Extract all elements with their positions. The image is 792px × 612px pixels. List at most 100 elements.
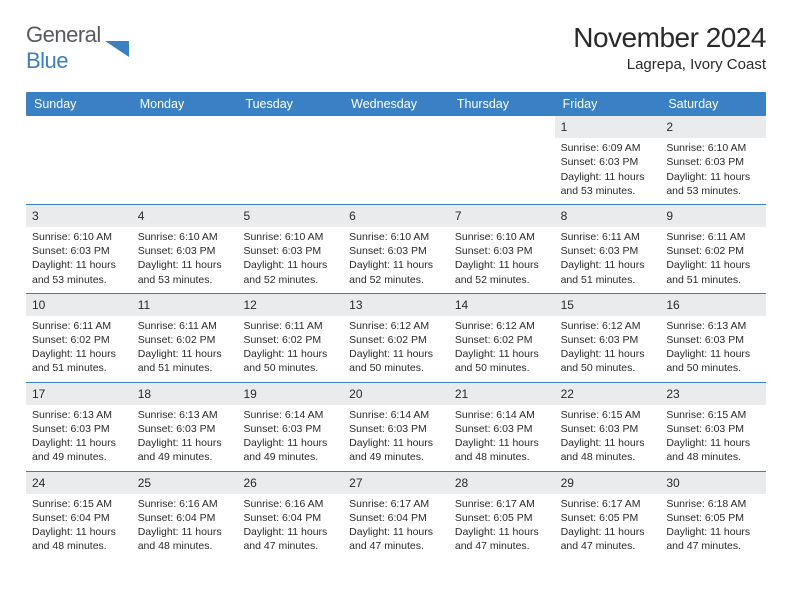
daylight-text: Daylight: 11 hours and 48 minutes. [561, 436, 655, 464]
day-number: 4 [132, 205, 238, 227]
sunrise-text: Sunrise: 6:15 AM [561, 408, 655, 422]
sunset-text: Sunset: 6:03 PM [666, 333, 760, 347]
sunset-text: Sunset: 6:02 PM [138, 333, 232, 347]
week-row: 17Sunrise: 6:13 AMSunset: 6:03 PMDayligh… [26, 383, 766, 472]
day-number: 26 [237, 472, 343, 494]
daylight-text: Daylight: 11 hours and 51 minutes. [32, 347, 126, 375]
sunrise-text: Sunrise: 6:17 AM [561, 497, 655, 511]
daylight-text: Daylight: 11 hours and 48 minutes. [32, 525, 126, 553]
day-number: 25 [132, 472, 238, 494]
sunset-text: Sunset: 6:03 PM [561, 244, 655, 258]
day-details: Sunrise: 6:16 AMSunset: 6:04 PMDaylight:… [243, 497, 337, 554]
day-number: 30 [660, 472, 766, 494]
daylight-text: Daylight: 11 hours and 53 minutes. [666, 170, 760, 198]
sunset-text: Sunset: 6:02 PM [32, 333, 126, 347]
daylight-text: Daylight: 11 hours and 50 minutes. [666, 347, 760, 375]
daylight-text: Daylight: 11 hours and 51 minutes. [561, 258, 655, 286]
day-cell [449, 116, 555, 204]
sunrise-text: Sunrise: 6:16 AM [243, 497, 337, 511]
location: Lagrepa, Ivory Coast [573, 56, 766, 73]
day-details: Sunrise: 6:12 AMSunset: 6:02 PMDaylight:… [349, 319, 443, 376]
sunset-text: Sunset: 6:03 PM [243, 422, 337, 436]
day-cell: 7 Sunrise: 6:10 AMSunset: 6:03 PMDaylight… [449, 205, 555, 293]
sunset-text: Sunset: 6:03 PM [138, 244, 232, 258]
day-details: Sunrise: 6:11 AMSunset: 6:02 PMDaylight:… [138, 319, 232, 376]
day-details: Sunrise: 6:10 AMSunset: 6:03 PMDaylight:… [32, 230, 126, 287]
day-details: Sunrise: 6:11 AMSunset: 6:02 PMDaylight:… [666, 230, 760, 287]
day-cell: 8Sunrise: 6:11 AMSunset: 6:03 PMDaylight… [555, 205, 661, 293]
day-details: Sunrise: 6:12 AMSunset: 6:03 PMDaylight:… [561, 319, 655, 376]
day-details: Sunrise: 6:18 AMSunset: 6:05 PMDaylight:… [666, 497, 760, 554]
daylight-text: Daylight: 11 hours and 50 minutes. [455, 347, 549, 375]
sunrise-text: Sunrise: 6:14 AM [455, 408, 549, 422]
day-number: 18 [132, 383, 238, 405]
day-number: 15 [555, 294, 661, 316]
sunset-text: Sunset: 6:03 PM [138, 422, 232, 436]
day-details: Sunrise: 6:11 AMSunset: 6:03 PMDaylight:… [561, 230, 655, 287]
title-block: November 2024 Lagrepa, Ivory Coast [573, 22, 766, 73]
day-details: Sunrise: 6:14 AMSunset: 6:03 PMDaylight:… [349, 408, 443, 465]
day-details: Sunrise: 6:12 AMSunset: 6:02 PMDaylight:… [455, 319, 549, 376]
daylight-text: Daylight: 11 hours and 52 minutes. [455, 258, 549, 286]
day-details: Sunrise: 6:17 AMSunset: 6:04 PMDaylight:… [349, 497, 443, 554]
sunrise-text: Sunrise: 6:18 AM [666, 497, 760, 511]
daylight-text: Daylight: 11 hours and 52 minutes. [349, 258, 443, 286]
logo-part2: Blue [26, 48, 68, 73]
day-number: 24 [26, 472, 132, 494]
day-details: Sunrise: 6:10 AMSunset: 6:03 PMDaylight:… [138, 230, 232, 287]
sunset-text: Sunset: 6:03 PM [349, 244, 443, 258]
day-details: Sunrise: 6:10 AMSunset: 6:03 PMDaylight:… [455, 230, 549, 287]
day-cell: 26 Sunrise: 6:16 AMSunset: 6:04 PMDayligh… [237, 472, 343, 560]
sunset-text: Sunset: 6:02 PM [243, 333, 337, 347]
day-cell: 4 Sunrise: 6:10 AMSunset: 6:03 PMDaylight… [132, 205, 238, 293]
sunset-text: Sunset: 6:02 PM [455, 333, 549, 347]
daylight-text: Daylight: 11 hours and 47 minutes. [455, 525, 549, 553]
daylight-text: Daylight: 11 hours and 49 minutes. [349, 436, 443, 464]
daylight-text: Daylight: 11 hours and 49 minutes. [138, 436, 232, 464]
daylight-text: Daylight: 11 hours and 48 minutes. [666, 436, 760, 464]
daylight-text: Daylight: 11 hours and 47 minutes. [243, 525, 337, 553]
sunrise-text: Sunrise: 6:09 AM [561, 141, 655, 155]
sunrise-text: Sunrise: 6:15 AM [666, 408, 760, 422]
day-number: 3 [26, 205, 132, 227]
day-cell [343, 116, 449, 204]
sunrise-text: Sunrise: 6:16 AM [138, 497, 232, 511]
day-cell: 3 Sunrise: 6:10 AMSunset: 6:03 PMDaylight… [26, 205, 132, 293]
sunset-text: Sunset: 6:04 PM [349, 511, 443, 525]
day-number: 14 [449, 294, 555, 316]
week-row: 10 Sunrise: 6:11 AMSunset: 6:02 PMDayligh… [26, 294, 766, 383]
day-details: Sunrise: 6:17 AMSunset: 6:05 PMDaylight:… [561, 497, 655, 554]
week-row: 1Sunrise: 6:09 AMSunset: 6:03 PMDaylight… [26, 116, 766, 205]
sunset-text: Sunset: 6:02 PM [349, 333, 443, 347]
day-details: Sunrise: 6:13 AMSunset: 6:03 PMDaylight:… [32, 408, 126, 465]
sunrise-text: Sunrise: 6:15 AM [32, 497, 126, 511]
sunset-text: Sunset: 6:05 PM [455, 511, 549, 525]
logo-part1: General [26, 22, 101, 47]
day-number: 10 [26, 294, 132, 316]
sunrise-text: Sunrise: 6:10 AM [349, 230, 443, 244]
day-cell: 25Sunrise: 6:16 AMSunset: 6:04 PMDayligh… [132, 472, 238, 560]
sunset-text: Sunset: 6:02 PM [666, 244, 760, 258]
day-cell: 2Sunrise: 6:10 AMSunset: 6:03 PMDaylight… [660, 116, 766, 204]
day-details: Sunrise: 6:14 AMSunset: 6:03 PMDaylight:… [455, 408, 549, 465]
sunset-text: Sunset: 6:03 PM [666, 422, 760, 436]
day-cell: 9Sunrise: 6:11 AMSunset: 6:02 PMDaylight… [660, 205, 766, 293]
daylight-text: Daylight: 11 hours and 50 minutes. [349, 347, 443, 375]
day-number: 7 [449, 205, 555, 227]
weekday-mon: Monday [132, 92, 238, 116]
day-cell: 27Sunrise: 6:17 AMSunset: 6:04 PMDayligh… [343, 472, 449, 560]
day-cell: 28Sunrise: 6:17 AMSunset: 6:05 PMDayligh… [449, 472, 555, 560]
weekday-fri: Friday [555, 92, 661, 116]
sunset-text: Sunset: 6:03 PM [455, 244, 549, 258]
day-number: 2 [660, 116, 766, 138]
day-cell: 29Sunrise: 6:17 AMSunset: 6:05 PMDayligh… [555, 472, 661, 560]
daylight-text: Daylight: 11 hours and 51 minutes. [666, 258, 760, 286]
sunset-text: Sunset: 6:03 PM [561, 155, 655, 169]
day-number: 12 [237, 294, 343, 316]
day-cell: 13Sunrise: 6:12 AMSunset: 6:02 PMDayligh… [343, 294, 449, 382]
day-cell: 16Sunrise: 6:13 AMSunset: 6:03 PMDayligh… [660, 294, 766, 382]
daylight-text: Daylight: 11 hours and 47 minutes. [666, 525, 760, 553]
day-number: 5 [237, 205, 343, 227]
sunrise-text: Sunrise: 6:10 AM [138, 230, 232, 244]
day-cell: 6Sunrise: 6:10 AMSunset: 6:03 PMDaylight… [343, 205, 449, 293]
